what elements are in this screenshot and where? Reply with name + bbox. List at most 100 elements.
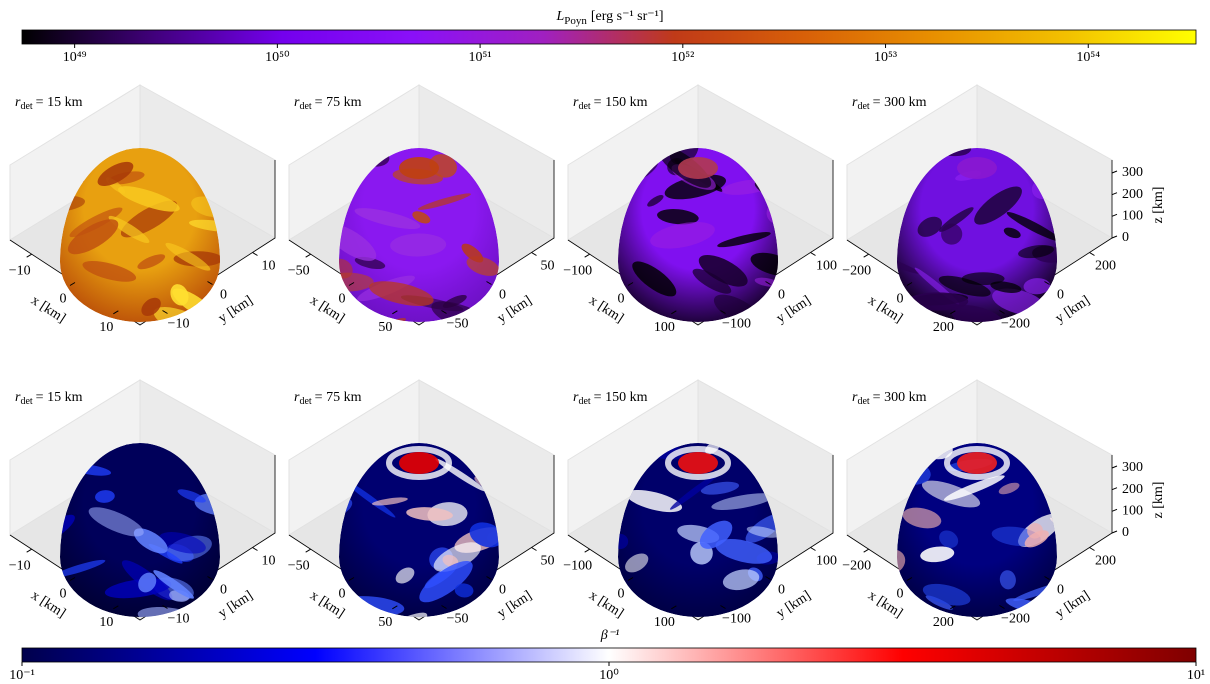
x-tick	[26, 253, 32, 258]
z-tick	[1111, 213, 1118, 217]
x-tick	[69, 282, 76, 286]
panel-title: rdet = 75 km	[294, 95, 362, 112]
y-tick-label: −200	[1001, 612, 1030, 627]
colorbar-tick-label: 10⁵⁰	[265, 50, 290, 65]
y-tick	[531, 252, 537, 256]
x-tick-label: 200	[933, 615, 954, 630]
y-tick-label: 10	[262, 554, 276, 569]
y-tick	[252, 252, 258, 256]
x-tick	[671, 605, 677, 610]
z-tick-label: 100	[1122, 209, 1143, 224]
x-tick-label: −50	[288, 558, 310, 573]
hemisphere	[60, 443, 220, 617]
y-tick	[1089, 547, 1095, 551]
y-tick	[810, 547, 816, 551]
y-tick	[765, 576, 771, 580]
z-tick	[1111, 508, 1118, 512]
y-tick-label: 0	[778, 583, 785, 598]
z-axis-label: z [km]	[1151, 187, 1166, 224]
y-tick-label: −200	[1001, 317, 1030, 332]
z-tick	[1111, 192, 1118, 196]
x-tick-label: −10	[9, 263, 31, 278]
x-tick-label: 50	[378, 615, 392, 630]
y-tick-label: −10	[168, 317, 190, 332]
y-tick	[1089, 252, 1095, 256]
y-tick	[720, 605, 726, 609]
z-axis-label: z [km]	[1151, 482, 1166, 519]
x-tick-label: 10	[99, 615, 113, 630]
x-tick-label: 0	[897, 292, 904, 307]
y-tick-label: 100	[816, 259, 837, 274]
y-tick	[1044, 576, 1050, 580]
x-tick	[950, 310, 956, 315]
y-tick-label: 10	[262, 259, 276, 274]
x-tick-label: 10	[99, 320, 113, 335]
y-tick-label: 0	[1057, 288, 1064, 303]
x-tick-label: 0	[618, 292, 625, 307]
x-tick	[26, 548, 32, 553]
y-tick	[162, 605, 168, 609]
y-tick	[765, 281, 771, 285]
y-tick-label: 50	[541, 259, 555, 274]
panel-title: rdet = 15 km	[15, 95, 83, 112]
z-tick-label: 200	[1122, 187, 1143, 202]
panel-title: rdet = 300 km	[852, 390, 927, 407]
y-tick	[207, 576, 213, 580]
x-tick	[950, 605, 956, 610]
x-tick	[113, 605, 119, 610]
z-tick-label: 300	[1122, 460, 1143, 475]
x-tick	[863, 253, 869, 258]
y-tick	[999, 605, 1005, 609]
x-tick-label: 0	[60, 292, 67, 307]
x-tick-label: −10	[9, 558, 31, 573]
y-tick-label: −50	[447, 612, 469, 627]
x-tick	[627, 282, 634, 286]
x-tick	[305, 253, 311, 258]
z-tick	[1111, 465, 1118, 469]
y-tick	[441, 310, 447, 314]
x-tick	[392, 605, 398, 610]
x-tick-label: −50	[288, 263, 310, 278]
x-tick-label: 100	[654, 615, 675, 630]
x-tick-label: −200	[842, 263, 871, 278]
x-tick-label: 100	[654, 320, 675, 335]
hemisphere	[618, 148, 778, 322]
x-tick-label: −100	[563, 263, 592, 278]
z-tick-label: 0	[1122, 230, 1129, 245]
hemisphere	[339, 148, 499, 322]
colorbar-tick-label: 10⁴⁹	[63, 50, 87, 65]
y-tick	[720, 310, 726, 314]
colorbar-tick-label: 10⁻¹	[9, 668, 35, 683]
z-tick-label: 100	[1122, 504, 1143, 519]
x-tick	[584, 253, 590, 258]
x-tick	[906, 577, 913, 581]
x-tick	[69, 577, 76, 581]
x-tick-label: −100	[563, 558, 592, 573]
x-tick-label: 0	[897, 587, 904, 602]
y-tick	[486, 281, 492, 285]
z-tick	[1111, 530, 1118, 534]
panel-title: rdet = 150 km	[573, 390, 648, 407]
y-tick-label: 0	[220, 288, 227, 303]
z-tick-label: 0	[1122, 525, 1129, 540]
y-tick-label: −100	[722, 612, 751, 627]
y-tick	[1044, 281, 1050, 285]
panel-title: rdet = 300 km	[852, 95, 927, 112]
z-tick	[1111, 487, 1118, 491]
x-tick	[584, 548, 590, 553]
z-tick	[1111, 235, 1118, 239]
y-tick-label: 50	[541, 554, 555, 569]
z-tick-label: 200	[1122, 482, 1143, 497]
y-tick-label: 200	[1095, 554, 1116, 569]
colorbar-tick-label: 10⁵³	[874, 50, 897, 65]
colorbar-tick-label: 10⁵⁴	[1076, 50, 1100, 65]
y-tick	[810, 252, 816, 256]
x-tick	[627, 577, 634, 581]
y-tick-label: 0	[499, 583, 506, 598]
x-tick	[863, 548, 869, 553]
y-tick-label: −50	[447, 317, 469, 332]
x-tick-label: −200	[842, 558, 871, 573]
y-tick	[441, 605, 447, 609]
panel-title: rdet = 150 km	[573, 95, 648, 112]
x-tick	[392, 310, 398, 315]
